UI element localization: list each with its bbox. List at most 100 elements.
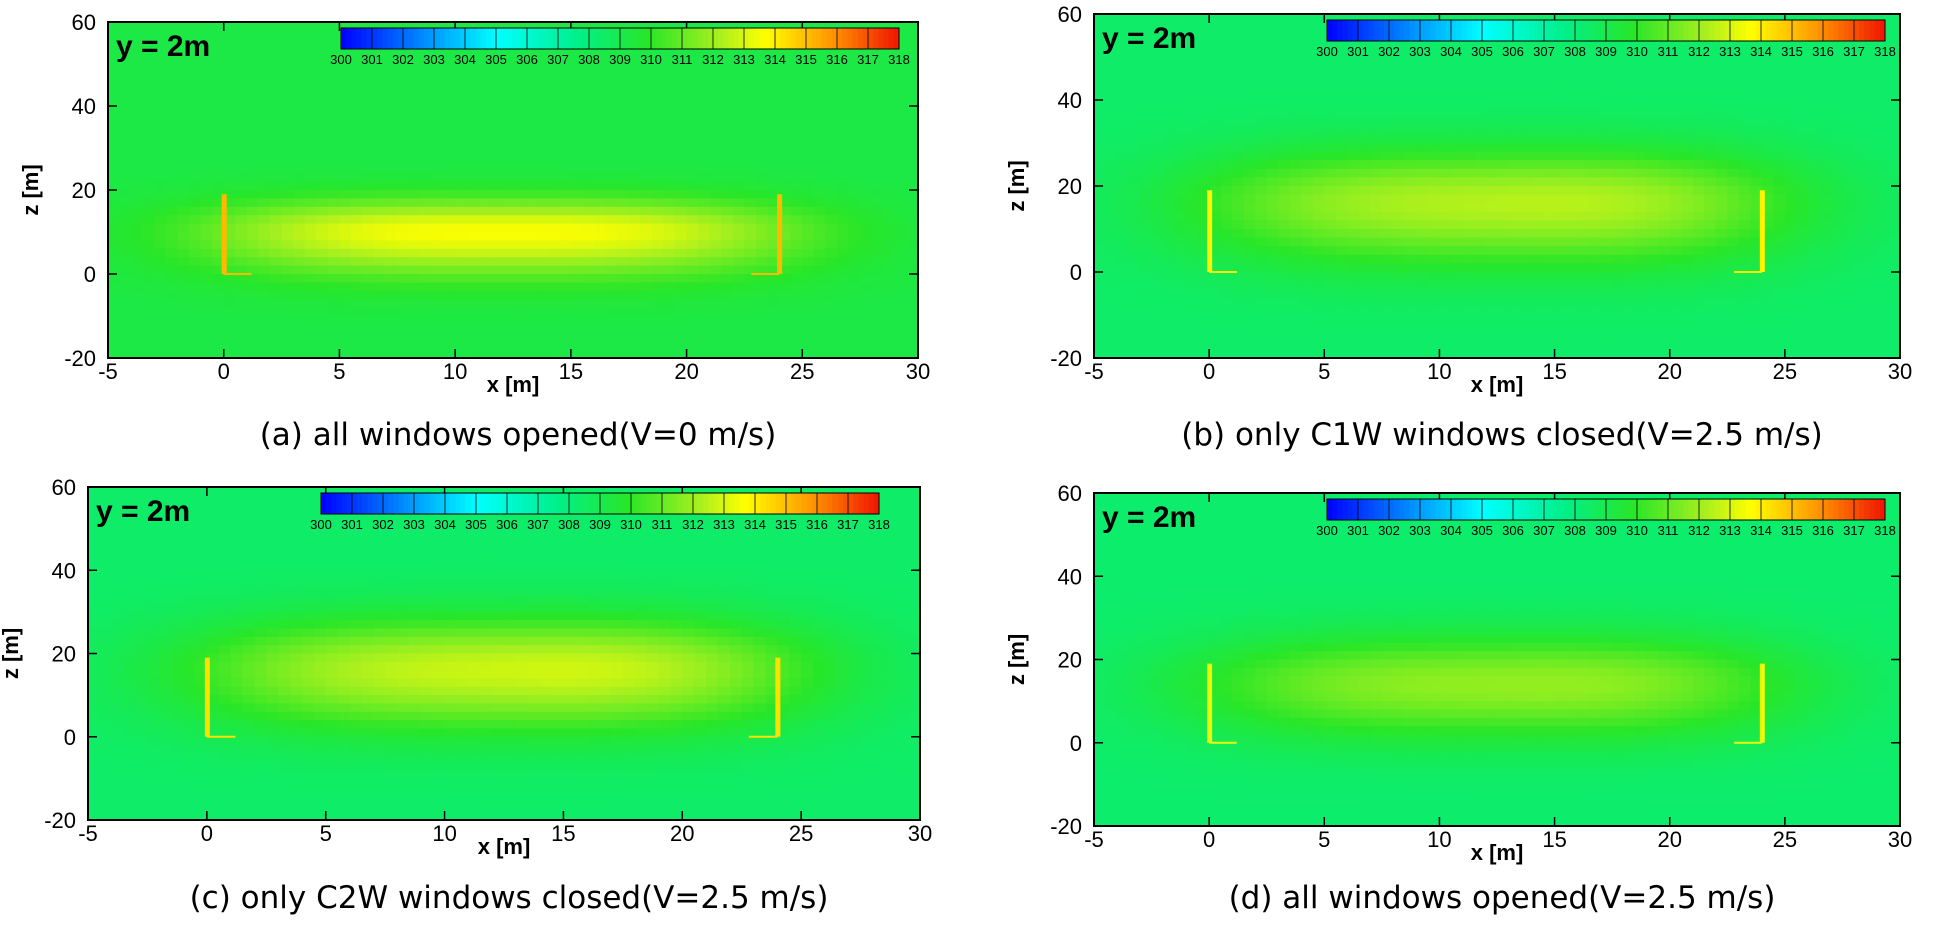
field-cell <box>582 55 595 65</box>
x-tick-label: 20 <box>674 359 698 384</box>
field-cell <box>628 122 641 132</box>
field-cell <box>1462 246 1475 256</box>
field-cell <box>374 341 387 351</box>
field-cell <box>1646 65 1659 75</box>
field-cell <box>189 316 202 325</box>
field-cell <box>767 122 780 132</box>
field-cell <box>131 97 144 107</box>
field-cell <box>582 265 595 275</box>
field-cell <box>1554 91 1567 101</box>
field-cell <box>432 215 445 225</box>
field-cell <box>617 232 630 241</box>
field-cell <box>1381 220 1394 230</box>
field-cell <box>1485 108 1498 118</box>
field-cell <box>189 80 202 90</box>
field-cell <box>524 97 537 107</box>
x-tick-label: 15 <box>559 359 583 384</box>
field-cell <box>142 89 155 99</box>
field-cell <box>1128 31 1141 41</box>
field-cell <box>131 198 144 208</box>
field-cell <box>651 232 665 241</box>
field-cell <box>513 324 526 334</box>
field-cell <box>408 47 422 57</box>
field-cell <box>1427 168 1441 178</box>
field-cell <box>1577 229 1590 239</box>
field-cell <box>547 55 560 65</box>
field-cell <box>605 223 618 233</box>
field-cell <box>200 215 213 225</box>
field-cell <box>235 72 248 82</box>
field-cell <box>779 55 792 65</box>
field-cell <box>721 64 734 73</box>
field-cell <box>802 215 815 225</box>
field-cell <box>1347 323 1360 333</box>
field-cell <box>223 80 236 90</box>
field-cell <box>1485 151 1498 161</box>
field-cell <box>709 80 722 90</box>
field-cell <box>732 64 746 73</box>
field-cell <box>605 164 618 174</box>
field-cell <box>1289 134 1302 144</box>
field-cell <box>1462 229 1475 239</box>
field-cell <box>640 114 653 124</box>
field-cell <box>1589 143 1602 153</box>
field-cell <box>767 265 780 275</box>
field-cell <box>362 232 375 241</box>
field-cell <box>686 114 699 124</box>
field-cell <box>1128 306 1141 316</box>
field-cell <box>270 139 283 149</box>
field-cell <box>1450 306 1464 316</box>
field-cell <box>154 72 167 82</box>
colorbar-band <box>501 28 507 49</box>
field-cell <box>154 89 167 99</box>
field-cell <box>906 139 919 149</box>
field-cell <box>420 114 433 124</box>
field-cell <box>779 72 792 82</box>
field-cell <box>848 148 861 157</box>
field-cell <box>894 97 908 107</box>
field-cell <box>1577 168 1590 178</box>
field-cell <box>883 206 896 216</box>
field-cell <box>1105 100 1118 110</box>
field-cell <box>802 114 815 124</box>
field-cell <box>281 274 294 283</box>
field-cell <box>1566 168 1579 178</box>
field-cell <box>258 38 271 48</box>
field-cell <box>1508 229 1521 239</box>
field-cell <box>1220 57 1233 67</box>
field-cell <box>270 80 283 90</box>
field-cell <box>1577 39 1590 49</box>
field-cell <box>1140 246 1153 256</box>
field-cell <box>1393 57 1406 67</box>
field-cell <box>1232 332 1245 342</box>
field-cell <box>825 164 838 174</box>
field-cell <box>1163 177 1176 187</box>
field-cell <box>351 307 364 317</box>
field-cell <box>177 206 190 216</box>
field-cell <box>281 206 294 216</box>
field-cell <box>1646 272 1659 282</box>
field-cell <box>1393 229 1406 239</box>
field-cell <box>1589 100 1602 110</box>
field-cell <box>1635 134 1648 144</box>
field-cell <box>154 122 167 132</box>
field-cell <box>1462 194 1475 204</box>
field-cell <box>1209 48 1222 58</box>
field-cell <box>408 257 422 267</box>
field-cell <box>1393 186 1406 196</box>
field-cell <box>165 240 179 250</box>
field-cell <box>189 282 202 292</box>
field-cell <box>1612 289 1625 299</box>
field-cell <box>177 173 190 183</box>
field-cell <box>119 206 132 216</box>
field-cell <box>709 114 722 124</box>
field-cell <box>1094 246 1107 256</box>
field-cell <box>223 274 236 283</box>
field-cell <box>293 114 306 124</box>
field-cell <box>1531 220 1544 230</box>
field-cell <box>1209 315 1222 325</box>
field-cell <box>1646 211 1659 221</box>
field-cell <box>339 89 352 99</box>
field-cell <box>200 248 213 258</box>
field-cell <box>1220 100 1233 110</box>
